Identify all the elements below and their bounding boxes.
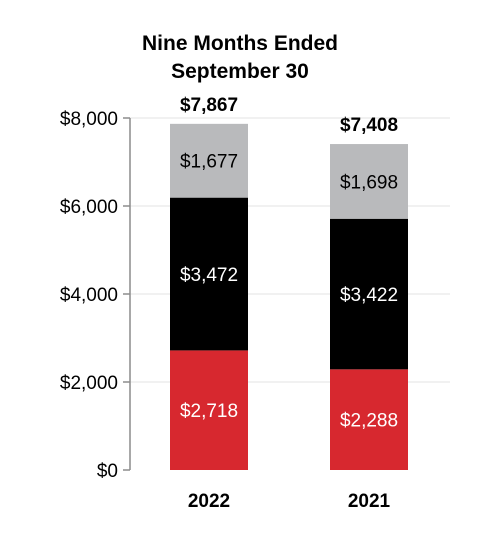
chart-title: Nine Months Ended September 30: [142, 32, 338, 83]
bar-segment: [170, 350, 248, 470]
chart-title-line-1: Nine Months Ended: [142, 32, 338, 55]
segment-value-label: $2,288: [340, 411, 398, 432]
bar-total-label: $7,867: [180, 95, 238, 116]
bar-segment: [330, 218, 408, 370]
bars: [170, 123, 408, 470]
y-tick-label: $4,000: [60, 285, 118, 306]
y-tick-label: $6,000: [60, 197, 118, 218]
y-tick-label: $8,000: [60, 109, 118, 130]
segment-value-label: $1,677: [180, 152, 238, 173]
segment-value-label: $1,698: [340, 172, 398, 193]
x-tick-label: 2022: [188, 491, 230, 512]
y-tick-label: $2,000: [60, 373, 118, 394]
segment-value-label: $3,422: [340, 285, 398, 306]
y-axis: $0 $2,000 $4,000 $6,000 $8,000: [60, 109, 131, 482]
segment-value-label: $2,718: [180, 401, 238, 422]
x-tick-label: 2021: [348, 491, 391, 512]
data-labels: $2,718 $3,472 $1,677 $7,867 2022 $2,288 $3,422…: [180, 95, 398, 512]
segment-value-label: $3,472: [180, 265, 238, 286]
bar-segment: [330, 144, 408, 219]
bar-segment: [330, 369, 408, 470]
y-tick-label: $0: [97, 461, 118, 482]
chart-title-line-2: September 30: [171, 60, 309, 83]
bar-total-label: $7,408: [340, 115, 398, 136]
bar-segment: [170, 197, 248, 351]
bar-segment: [170, 123, 248, 198]
